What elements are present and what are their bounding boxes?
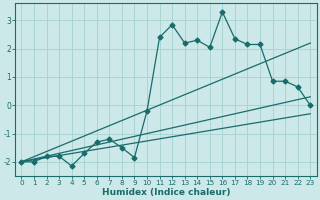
X-axis label: Humidex (Indice chaleur): Humidex (Indice chaleur) <box>101 188 230 197</box>
